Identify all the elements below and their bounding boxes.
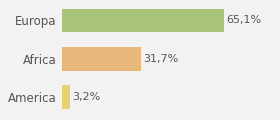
Bar — [62, 9, 224, 32]
Bar — [62, 47, 141, 71]
Text: 65,1%: 65,1% — [226, 15, 262, 25]
Bar — [62, 85, 69, 109]
Text: 31,7%: 31,7% — [143, 54, 178, 64]
Text: 3,2%: 3,2% — [72, 92, 100, 102]
